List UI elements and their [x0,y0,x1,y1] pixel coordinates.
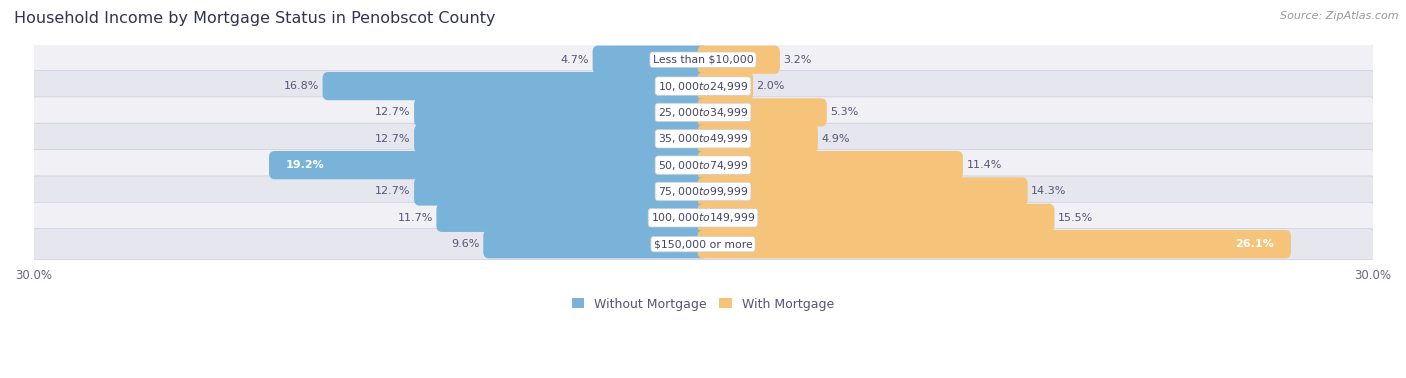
Text: 4.7%: 4.7% [561,55,589,65]
Text: 11.7%: 11.7% [398,213,433,223]
Text: $150,000 or more: $150,000 or more [654,239,752,249]
Text: 12.7%: 12.7% [375,134,411,144]
FancyBboxPatch shape [436,204,709,232]
FancyBboxPatch shape [32,44,1374,75]
Text: 3.2%: 3.2% [783,55,811,65]
FancyBboxPatch shape [697,177,1028,206]
Text: $35,000 to $49,999: $35,000 to $49,999 [658,132,748,145]
FancyBboxPatch shape [415,177,709,206]
FancyBboxPatch shape [697,204,1054,232]
FancyBboxPatch shape [32,176,1374,207]
Text: 15.5%: 15.5% [1057,213,1092,223]
Text: Less than $10,000: Less than $10,000 [652,55,754,65]
FancyBboxPatch shape [32,150,1374,181]
Text: $50,000 to $74,999: $50,000 to $74,999 [658,159,748,172]
FancyBboxPatch shape [697,230,1291,258]
FancyBboxPatch shape [269,151,709,179]
Text: $75,000 to $99,999: $75,000 to $99,999 [658,185,748,198]
FancyBboxPatch shape [32,97,1374,128]
Text: 12.7%: 12.7% [375,186,411,197]
FancyBboxPatch shape [32,202,1374,233]
Text: 11.4%: 11.4% [966,160,1001,170]
FancyBboxPatch shape [32,71,1374,102]
Text: 16.8%: 16.8% [284,81,319,91]
Text: 12.7%: 12.7% [375,107,411,118]
Text: 5.3%: 5.3% [830,107,859,118]
FancyBboxPatch shape [415,98,709,127]
Text: 9.6%: 9.6% [451,239,479,249]
FancyBboxPatch shape [415,125,709,153]
FancyBboxPatch shape [697,125,818,153]
FancyBboxPatch shape [697,98,827,127]
Text: 14.3%: 14.3% [1031,186,1066,197]
FancyBboxPatch shape [32,123,1374,154]
Text: 4.9%: 4.9% [821,134,849,144]
FancyBboxPatch shape [697,46,780,74]
Text: Source: ZipAtlas.com: Source: ZipAtlas.com [1281,11,1399,21]
Text: 19.2%: 19.2% [285,160,325,170]
Text: 26.1%: 26.1% [1236,239,1274,249]
Legend: Without Mortgage, With Mortgage: Without Mortgage, With Mortgage [567,293,839,316]
Text: Household Income by Mortgage Status in Penobscot County: Household Income by Mortgage Status in P… [14,11,495,26]
FancyBboxPatch shape [697,72,754,100]
FancyBboxPatch shape [484,230,709,258]
FancyBboxPatch shape [322,72,709,100]
Text: $10,000 to $24,999: $10,000 to $24,999 [658,80,748,93]
Text: $100,000 to $149,999: $100,000 to $149,999 [651,211,755,224]
FancyBboxPatch shape [592,46,709,74]
Text: 2.0%: 2.0% [756,81,785,91]
Text: $25,000 to $34,999: $25,000 to $34,999 [658,106,748,119]
FancyBboxPatch shape [32,229,1374,260]
FancyBboxPatch shape [697,151,963,179]
